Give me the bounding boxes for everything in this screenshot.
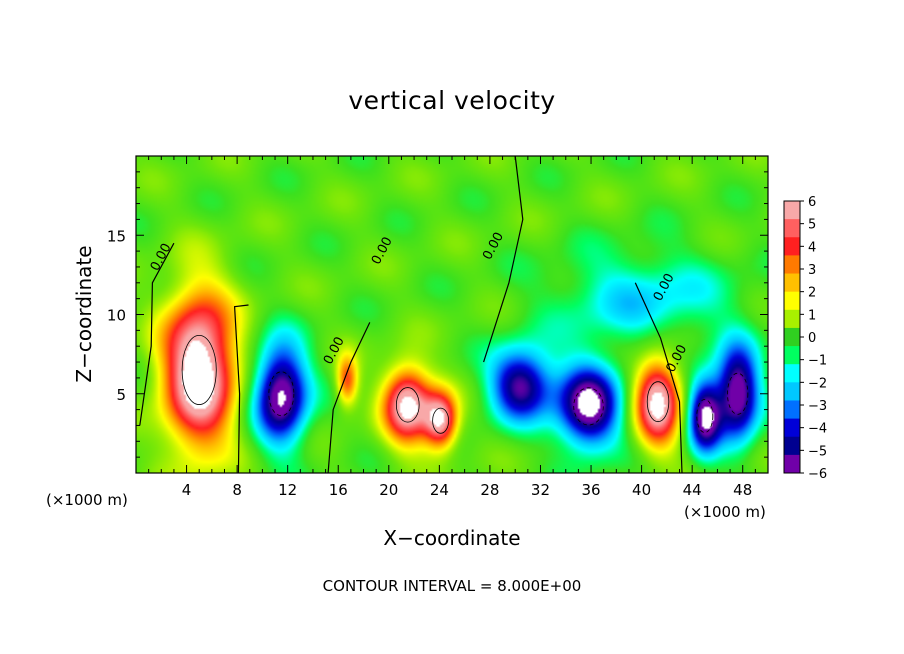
colorbar-tick-label: 5	[808, 218, 816, 233]
colorbar-swatch	[784, 327, 800, 347]
chart-title: vertical velocity	[348, 86, 556, 115]
zero-contour-line	[634, 282, 683, 474]
colorbar-swatch	[784, 346, 800, 365]
colorbar-swatch	[784, 400, 800, 420]
x-tick-label: 12	[278, 481, 297, 499]
colorbar-swatch	[784, 237, 800, 256]
colorbar-tick-label: −3	[808, 399, 827, 414]
colorbar-swatch	[784, 382, 800, 401]
colorbar-tick-label: 0	[808, 331, 816, 346]
x-tick-label: 24	[430, 481, 449, 499]
y-axis-ticks: 5 10 15	[107, 155, 768, 474]
contour-interval-note: CONTOUR INTERVAL = 8.000E+00	[322, 577, 582, 595]
x-tick-label: 20	[379, 481, 398, 499]
x-tick-label: 4	[182, 481, 192, 499]
zero-contour-line	[483, 155, 524, 363]
core-contour	[727, 372, 749, 415]
x-axis-unit-left: (×1000 m)	[46, 491, 128, 509]
colorbar-swatch	[784, 364, 800, 383]
colorbar-tick-label: −2	[808, 376, 827, 391]
colorbar-tick-label: 2	[808, 286, 816, 301]
velocity-field-image	[136, 156, 768, 473]
x-tick-label: 44	[683, 481, 702, 499]
x-tick-label: 40	[632, 481, 651, 499]
core-contour	[696, 398, 714, 433]
colorbar-tick-label: 3	[808, 263, 816, 278]
x-tick-label: 28	[480, 481, 499, 499]
colorbar-swatch	[784, 418, 800, 438]
core-contour	[268, 371, 295, 417]
x-tick-label: 36	[581, 481, 600, 499]
zero-contour-line	[233, 304, 249, 474]
colorbar-swatch	[784, 309, 800, 329]
y-tick-label: 15	[107, 227, 126, 245]
core-contour	[395, 387, 420, 423]
x-tick-label: 16	[329, 481, 348, 499]
colorbar-tick-label: −1	[808, 354, 827, 369]
core-contour	[432, 407, 450, 434]
core-contour	[573, 387, 604, 426]
core-contour	[181, 334, 217, 405]
colorbar-tick-label: 4	[808, 240, 816, 255]
x-axis-unit-right: (×1000 m)	[684, 503, 766, 521]
colorbar-swatch	[784, 255, 800, 275]
zero-contour-line	[139, 242, 175, 426]
core-contour	[646, 381, 670, 423]
colorbar-tick-label: −4	[808, 422, 827, 437]
colorbar-swatch	[784, 219, 800, 238]
x-tick-label: 48	[733, 481, 752, 499]
colorbar-tick-label: −5	[808, 444, 827, 459]
colorbar-swatch	[784, 291, 800, 311]
colorbar-swatch	[784, 273, 800, 293]
x-tick-label: 8	[232, 481, 242, 499]
x-axis-label: X−coordinate	[383, 526, 521, 550]
y-tick-label: 5	[116, 386, 126, 404]
x-axis-ticks: 4 8 12 16 20 24 28 32 36 40 44 48	[135, 156, 769, 499]
colorbar-tick-label: 6	[808, 195, 816, 210]
colorbar-swatch	[784, 201, 800, 220]
colorbar-swatch	[784, 436, 800, 456]
colorbar-swatch	[784, 454, 800, 474]
colorbar-tick-label: −6	[808, 467, 827, 482]
x-tick-label: 32	[531, 481, 550, 499]
colorbar-tick-label: 1	[808, 308, 816, 323]
y-tick-label: 10	[107, 307, 126, 325]
colorbar: 6 5 4 3 2 1 0 −1 −2 −3 −4 −5 −6	[783, 195, 827, 482]
zero-contour-line	[327, 322, 371, 474]
